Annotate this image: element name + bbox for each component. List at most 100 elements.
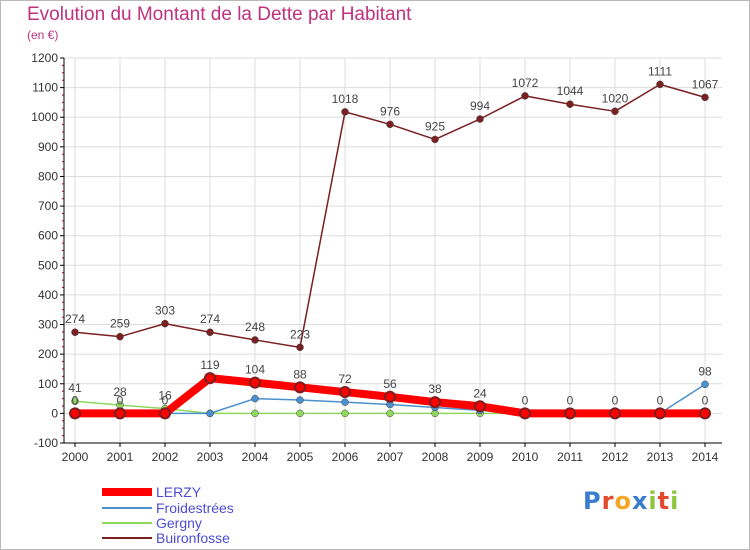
x-tick-label: 2010 xyxy=(512,450,539,464)
data-point xyxy=(566,100,574,108)
x-tick-label: 2013 xyxy=(647,450,674,464)
y-tick-label: 1100 xyxy=(32,81,58,95)
y-tick-label: 1000 xyxy=(31,110,58,124)
y-tick-label: 1200 xyxy=(31,51,58,65)
x-tick-label: 2000 xyxy=(62,450,89,464)
data-point xyxy=(431,135,439,144)
axis-layer: -100010020030040050060070080090010001100… xyxy=(31,51,722,464)
data-label: 0 xyxy=(117,393,124,407)
data-point xyxy=(204,372,216,385)
y-tick-label: 300 xyxy=(38,318,58,332)
x-tick-label: 2011 xyxy=(557,450,583,464)
data-label: 248 xyxy=(245,320,265,334)
chart-title: Evolution du Montant de la Dette par Hab… xyxy=(27,4,412,25)
data-label: 104 xyxy=(245,363,265,377)
data-point xyxy=(206,328,214,336)
data-label: 1111 xyxy=(648,64,672,78)
data-label: 0 xyxy=(72,393,79,407)
x-tick-label: 2002 xyxy=(152,450,179,464)
x-tick-label: 2004 xyxy=(242,450,269,464)
data-label: 0 xyxy=(162,393,169,407)
legend-label: Froidestrées xyxy=(156,500,234,516)
data-point xyxy=(474,400,486,413)
data-label: 1067 xyxy=(692,77,719,91)
x-tick-label: 2008 xyxy=(422,450,449,464)
data-point xyxy=(296,396,304,404)
x-tick-label: 2014 xyxy=(692,450,719,464)
proxiti-logo: Proxiti xyxy=(583,487,680,515)
data-point xyxy=(521,92,529,100)
data-label: 1072 xyxy=(512,76,539,90)
data-point xyxy=(294,381,306,394)
data-label: 0 xyxy=(702,393,709,407)
data-point xyxy=(339,386,351,399)
x-tick-label: 2007 xyxy=(377,450,404,464)
x-tick-label: 2006 xyxy=(332,450,359,464)
y-tick-label: 0 xyxy=(51,406,58,420)
data-point xyxy=(71,397,79,405)
data-label: 259 xyxy=(110,317,130,331)
x-tick-label: 2005 xyxy=(287,450,314,464)
data-label: 274 xyxy=(65,312,85,326)
data-point xyxy=(296,409,304,418)
data-point xyxy=(701,380,709,389)
y-tick-label: 200 xyxy=(38,347,58,361)
data-point xyxy=(69,407,81,420)
y-tick-label: 100 xyxy=(38,377,58,391)
data-label: 0 xyxy=(612,393,619,407)
data-label-layer: 0 0 0 119 104 88 72 56 38 24 0 0 0 0 0 98 41 28 16 274 259 30… xyxy=(65,64,719,407)
series-layer xyxy=(69,80,711,420)
y-tick-label: 900 xyxy=(38,140,58,154)
data-point xyxy=(476,115,484,123)
x-tick-label: 2003 xyxy=(197,450,224,464)
data-label: 56 xyxy=(383,377,397,391)
data-point xyxy=(296,343,304,352)
data-label: 0 xyxy=(522,393,529,407)
data-label: 38 xyxy=(428,382,442,396)
y-tick-label: -100 xyxy=(34,436,58,450)
data-label: 41 xyxy=(68,381,82,395)
y-tick-label: 800 xyxy=(38,169,58,183)
data-label: 28 xyxy=(113,385,127,399)
data-point xyxy=(249,376,261,389)
chart-unit: (en €) xyxy=(27,28,59,42)
data-point xyxy=(564,407,576,420)
data-point xyxy=(159,407,171,420)
data-label: 976 xyxy=(380,104,400,118)
data-point xyxy=(206,409,214,418)
x-tick-label: 2009 xyxy=(467,450,494,464)
data-point xyxy=(519,407,531,420)
data-point xyxy=(429,396,441,409)
data-label: 88 xyxy=(293,367,307,381)
data-label: 72 xyxy=(338,372,352,386)
data-point xyxy=(116,332,124,341)
data-point xyxy=(701,93,709,102)
data-label: 16 xyxy=(158,389,172,403)
data-point xyxy=(161,319,169,328)
data-point xyxy=(609,407,621,420)
data-label: 1044 xyxy=(557,84,584,98)
data-label: 98 xyxy=(698,364,712,378)
data-point xyxy=(114,407,126,420)
data-label: 24 xyxy=(473,386,487,400)
data-label: 925 xyxy=(425,119,445,133)
data-point xyxy=(386,409,394,418)
data-point xyxy=(699,407,711,420)
data-label: 119 xyxy=(200,358,219,372)
data-point xyxy=(611,107,619,116)
data-point xyxy=(71,328,79,336)
data-label: 303 xyxy=(155,304,175,318)
y-tick-label: 400 xyxy=(38,288,58,302)
y-tick-label: 500 xyxy=(38,258,58,272)
y-tick-label: 600 xyxy=(38,229,58,243)
data-point xyxy=(656,80,664,89)
legend-label: Buironfosse xyxy=(156,530,230,546)
data-label: 274 xyxy=(200,312,220,326)
x-tick-label: 2001 xyxy=(107,450,134,464)
data-point xyxy=(341,409,349,418)
data-label: 0 xyxy=(567,393,574,407)
data-label: 994 xyxy=(470,99,490,113)
